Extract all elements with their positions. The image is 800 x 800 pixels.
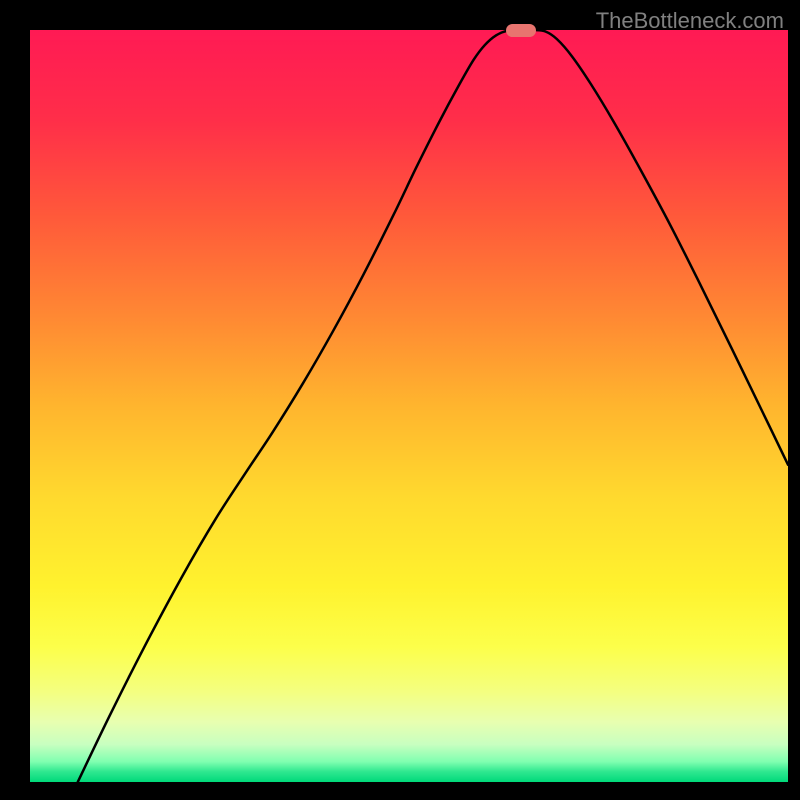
bottleneck-curve bbox=[30, 30, 788, 782]
plot-area bbox=[30, 30, 788, 782]
watermark-text: TheBottleneck.com bbox=[596, 8, 784, 34]
chart-container: TheBottleneck.com bbox=[0, 0, 800, 800]
optimal-point-marker bbox=[506, 24, 536, 37]
